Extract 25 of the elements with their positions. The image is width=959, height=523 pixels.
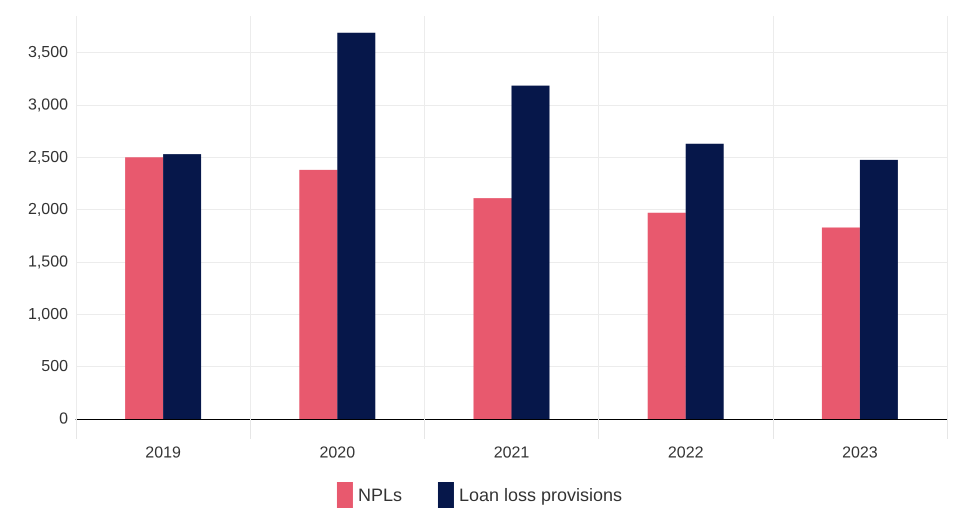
y-tick-label: 500 bbox=[41, 358, 68, 376]
bar bbox=[163, 154, 202, 419]
x-tick-label: 2019 bbox=[145, 444, 181, 462]
bar bbox=[125, 157, 164, 419]
y-tick-label: 2,500 bbox=[28, 148, 68, 166]
x-tick-label: 2020 bbox=[320, 444, 356, 462]
bar bbox=[512, 86, 550, 419]
bar bbox=[648, 212, 686, 419]
bar bbox=[860, 160, 898, 419]
bar bbox=[299, 170, 338, 419]
x-tick-label: 2021 bbox=[494, 444, 530, 462]
y-tick-label: 3,000 bbox=[28, 96, 68, 114]
x-tick-label: 2022 bbox=[668, 444, 704, 462]
bar bbox=[686, 144, 724, 419]
bar bbox=[474, 198, 512, 419]
y-tick-label: 1,500 bbox=[28, 253, 68, 270]
y-tick-label: 3,500 bbox=[28, 44, 68, 62]
legend-label: Loan loss provisions bbox=[458, 485, 622, 505]
bar bbox=[337, 32, 376, 419]
y-tick-label: 0 bbox=[59, 410, 68, 428]
y-tick-label: 2,000 bbox=[28, 201, 68, 218]
legend-label: NPLs bbox=[358, 485, 402, 505]
bar bbox=[822, 227, 860, 419]
y-tick-label: 1,000 bbox=[28, 306, 68, 323]
x-tick-label: 2023 bbox=[842, 444, 878, 462]
